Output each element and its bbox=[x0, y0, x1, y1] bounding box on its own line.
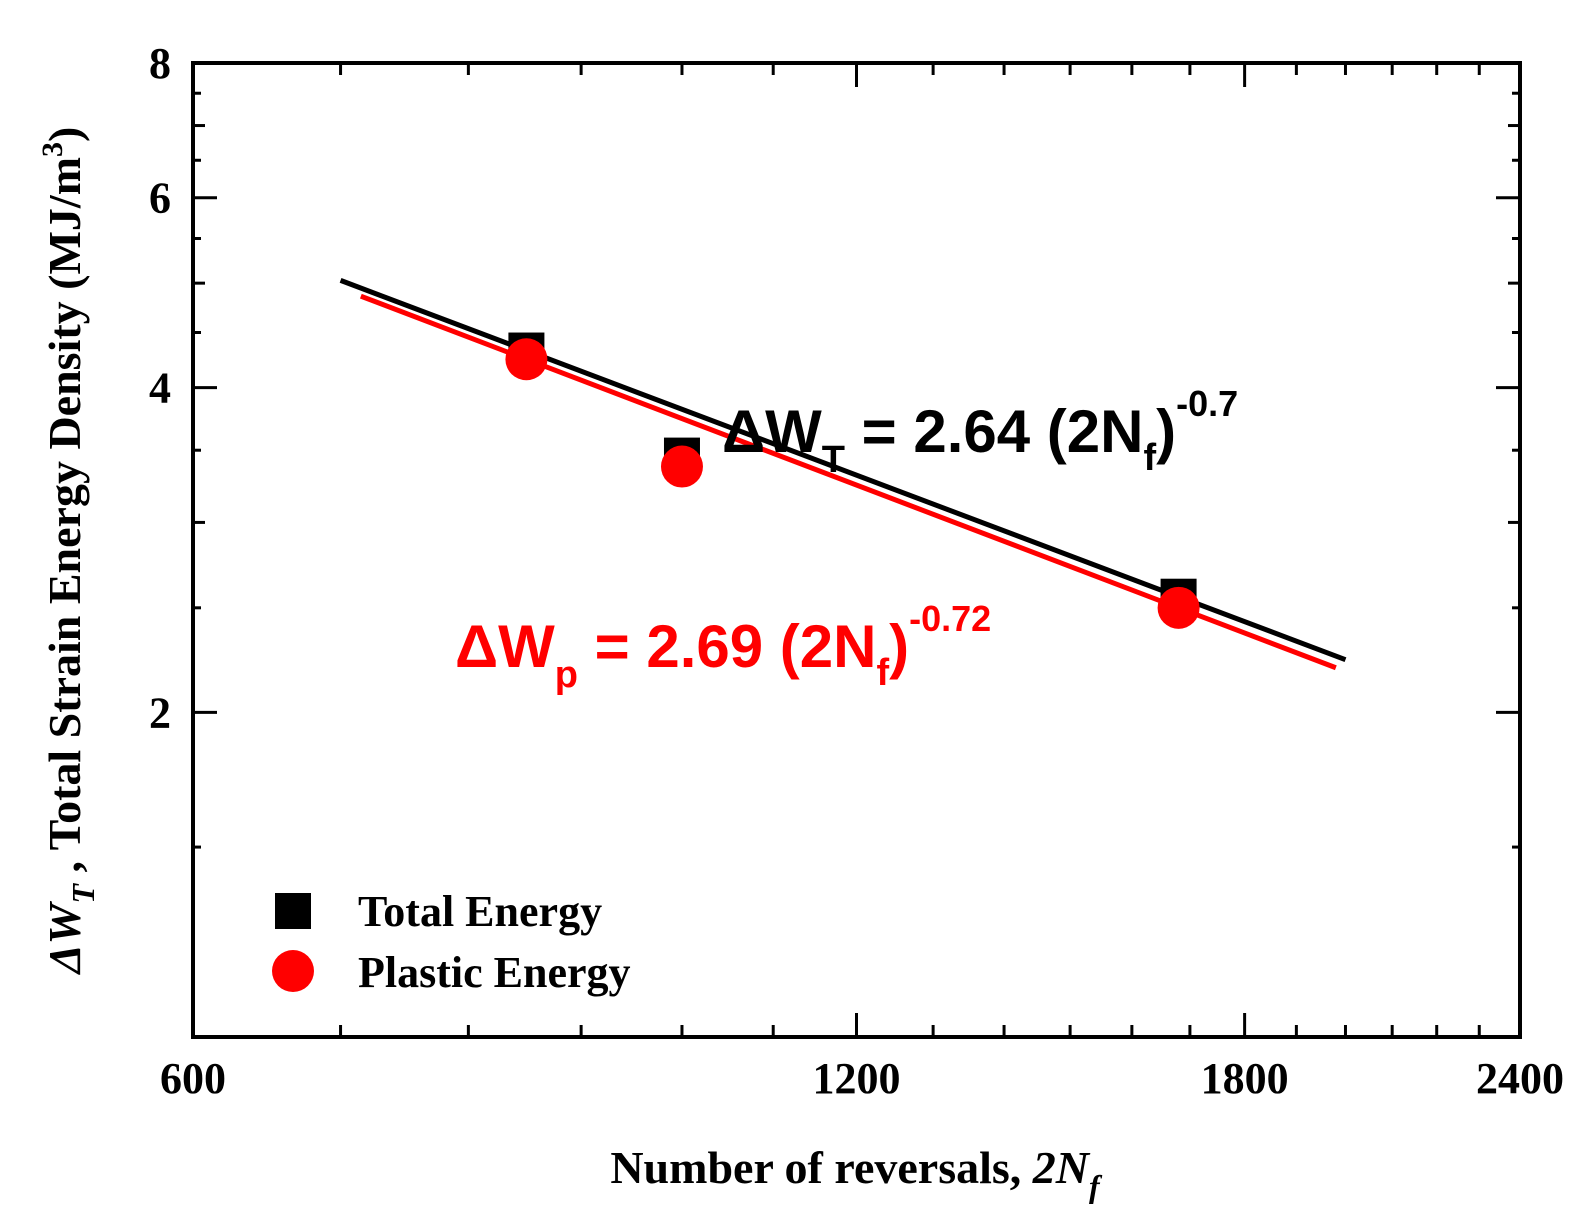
legend-marker-total bbox=[275, 893, 311, 929]
legend-marker-plastic bbox=[272, 950, 314, 992]
data-points bbox=[505, 332, 1200, 629]
legend-label-total: Total Energy bbox=[358, 887, 602, 936]
plastic-energy-point bbox=[1157, 586, 1200, 629]
y-tick-label: 8 bbox=[149, 39, 171, 88]
tick-labels: 600 1200 1800 2400 2 4 6 8 bbox=[149, 39, 1564, 1103]
y-tick-label: 4 bbox=[149, 364, 171, 413]
y-axis-title: ΔWT , Total Strain Energy Density (MJ/m3… bbox=[36, 127, 101, 976]
x-tick-label: 1200 bbox=[813, 1054, 901, 1103]
plastic-energy-point bbox=[505, 338, 548, 381]
plastic-energy-point bbox=[660, 445, 703, 488]
legend-label-plastic: Plastic Energy bbox=[358, 948, 631, 997]
y-tick-label: 6 bbox=[149, 174, 171, 223]
x-tick-label: 1800 bbox=[1201, 1054, 1289, 1103]
total-fit-equation: ΔWT = 2.64 (2Nf)-0.7 bbox=[722, 383, 1238, 481]
axis-ticks bbox=[191, 61, 1522, 1039]
plastic-fit-equation: ΔWp = 2.69 (2Nf)-0.72 bbox=[455, 598, 991, 696]
x-axis-title: Number of reversals, 2Nf bbox=[610, 1142, 1103, 1204]
y-tick-label: 2 bbox=[149, 688, 171, 737]
legend: Total Energy Plastic Energy bbox=[272, 887, 631, 997]
x-tick-label: 600 bbox=[160, 1054, 226, 1103]
x-tick-label: 2400 bbox=[1476, 1054, 1564, 1103]
